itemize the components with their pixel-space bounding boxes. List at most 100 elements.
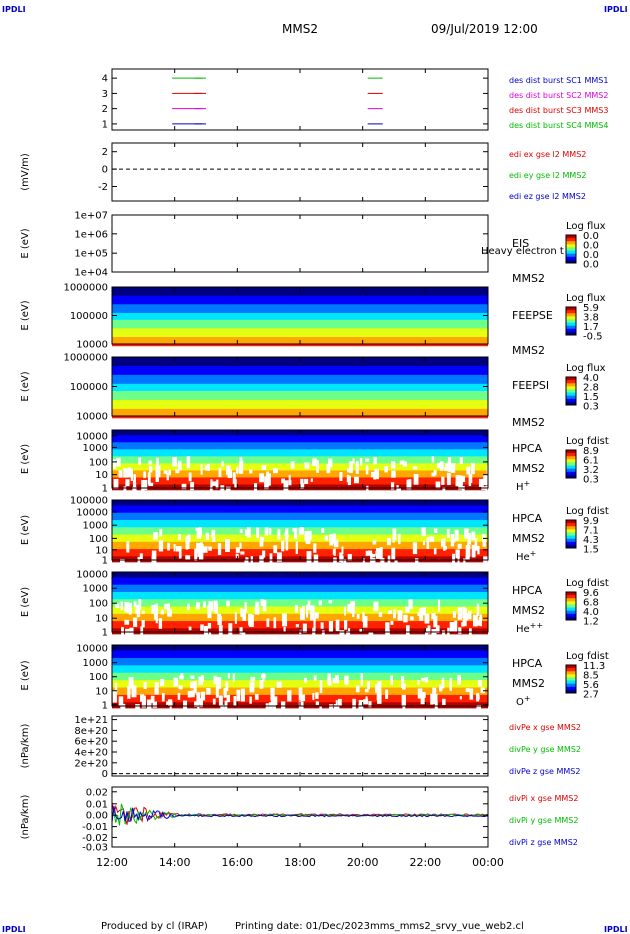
spectrogram-band [112, 321, 488, 324]
data-gap [125, 628, 130, 640]
data-gap [478, 478, 484, 487]
data-gap [114, 682, 118, 695]
spectrogram-band [112, 373, 488, 376]
data-gap [244, 559, 249, 566]
data-gap [464, 613, 469, 621]
y-tick-label: 10 [95, 545, 108, 556]
data-gap [135, 704, 140, 711]
y-axis-label: (mV/m) [20, 153, 31, 191]
data-gap [398, 533, 401, 545]
data-gap [441, 677, 445, 689]
y-tick-label: -0.02 [82, 833, 108, 844]
data-gap [256, 527, 260, 539]
y-tick-label: 2 [102, 104, 108, 115]
data-gap [422, 540, 426, 546]
data-gap [442, 487, 446, 494]
corner-label-top-left: IPDLI [2, 5, 26, 14]
spectrogram-band [112, 401, 488, 405]
spectrogram-band [112, 454, 488, 457]
data-gap [466, 466, 471, 475]
data-gap [392, 538, 395, 543]
data-gap [232, 673, 235, 682]
data-gap [177, 692, 181, 700]
y-tick-label: 0.02 [86, 787, 108, 798]
colorbar-swatch [566, 380, 576, 384]
data-gap [390, 675, 394, 685]
data-gap [443, 538, 446, 551]
data-gap [333, 539, 339, 548]
data-gap [137, 556, 141, 568]
data-gap [132, 617, 138, 623]
spectrogram-band [112, 449, 488, 452]
colorbar-label: 4.3 [583, 535, 599, 546]
data-gap [370, 553, 373, 566]
spectrogram-band [112, 479, 488, 482]
data-gap [314, 612, 319, 619]
data-gap [337, 698, 342, 707]
panel-hpca_hepp [111, 571, 577, 645]
spectrogram-band [112, 314, 488, 317]
legend-entry: divPe x gse MMS2 [509, 723, 581, 732]
data-gap [366, 485, 369, 493]
data-gap [190, 481, 195, 491]
data-gap [477, 680, 482, 687]
colorbar-swatch [566, 247, 576, 252]
data-gap [200, 464, 203, 475]
data-gap [469, 688, 474, 700]
data-gap [132, 479, 136, 493]
data-gap [125, 479, 130, 487]
y-axis-label: E (eV) [20, 371, 31, 401]
data-gap [212, 481, 218, 486]
data-gap [471, 544, 476, 558]
y-tick-label: 2e+20 [74, 758, 108, 769]
y-axis-label: E (eV) [20, 444, 31, 474]
data-gap [154, 686, 159, 695]
data-gap [431, 456, 435, 463]
spectrogram-band [112, 437, 488, 440]
data-gap [358, 703, 363, 714]
data-gap [431, 629, 437, 640]
colorbar-swatch [566, 377, 576, 381]
colorbar-label: 8.5 [583, 671, 599, 682]
data-gap [218, 625, 223, 638]
data-gap [226, 695, 231, 703]
data-gap [262, 599, 267, 612]
data-gap [140, 626, 144, 635]
spectrogram-band [112, 338, 488, 342]
data-gap [250, 556, 253, 568]
data-gap [331, 537, 335, 544]
data-gap [465, 688, 470, 693]
colorbar-label: 2.7 [583, 690, 599, 701]
data-gap [419, 607, 422, 613]
y-axis-label: E (eV) [20, 515, 31, 545]
data-gap [476, 603, 480, 616]
data-gap [401, 694, 406, 706]
y-axis-label: E (eV) [20, 660, 31, 690]
colorbar-swatch [566, 674, 576, 678]
spectrogram-band [112, 398, 488, 401]
y-tick-label: 1e+06 [74, 229, 108, 240]
colorbar-label: 0.0 [583, 250, 599, 261]
data-gap [147, 472, 151, 485]
y-tick-label: 0 [102, 165, 108, 176]
spectrogram-band [112, 390, 488, 394]
colorbar-swatch [566, 520, 576, 524]
y-tick-label: -0.01 [82, 822, 108, 833]
data-gap [391, 547, 396, 560]
data-gap [300, 694, 306, 702]
data-gap [120, 703, 126, 717]
spectrogram-band [112, 307, 488, 311]
data-gap [254, 483, 258, 495]
data-gap [362, 612, 365, 623]
spectrogram-band [112, 582, 488, 586]
data-gap [239, 542, 242, 549]
colorbar-label: 9.6 [583, 588, 599, 599]
data-gap [281, 613, 287, 623]
data-gap [277, 529, 281, 540]
spectrogram-band [112, 554, 488, 557]
spectrogram-band [112, 385, 488, 388]
data-gap [433, 615, 438, 628]
data-gap [249, 469, 253, 474]
spectrogram-band [112, 376, 488, 380]
data-gap [200, 691, 206, 701]
